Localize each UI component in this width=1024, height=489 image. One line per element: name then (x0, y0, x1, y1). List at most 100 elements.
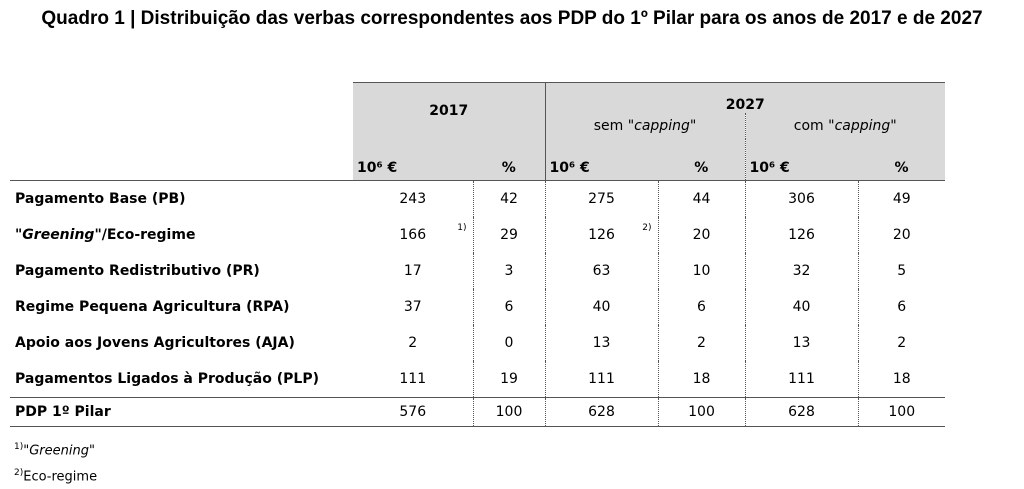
text-part: " (15, 227, 23, 243)
year-header: 2027 (725, 96, 765, 113)
cell-value: 0 (504, 335, 514, 351)
text-part: PDP 1º Pilar (15, 404, 111, 420)
title: Quadro 1 | Distribuição das verbas corre… (41, 8, 983, 29)
text-part: Eco-regime (23, 469, 98, 485)
cell: 3 (472, 253, 545, 289)
cell-value: 126 (588, 227, 615, 243)
cell-value: 6 (897, 299, 907, 315)
unit-label: 10⁶ € (549, 160, 590, 176)
cell-value: 111 (399, 371, 427, 387)
text-part: " (23, 443, 30, 459)
unit-label: % (694, 160, 709, 176)
cell-value: 19 (500, 371, 518, 387)
cell-value: 6 (697, 299, 706, 315)
cell: 100 (472, 397, 545, 427)
cell-value: 29 (500, 227, 518, 243)
row-label: Pagamentos Ligados à Produção (PLP) (10, 361, 353, 398)
row-label: Apoio aos Jovens Agricultores (AJA) (10, 325, 353, 361)
cell-value: 576 (399, 404, 427, 420)
text-part: " (89, 443, 95, 459)
cell-value: 63 (592, 263, 611, 279)
cell: 6 (472, 289, 545, 325)
cell: 5 (857, 253, 945, 289)
cell: 18 (657, 361, 745, 398)
table-row: PDP 1º Pilar 576 100 628 100 628 100 (10, 397, 945, 427)
cell: 306 (744, 180, 858, 217)
cell-value: 628 (588, 404, 615, 420)
cell: 49 (857, 180, 945, 217)
cell-value: 13 (792, 335, 811, 351)
unit-header: 10⁶ € (744, 138, 858, 181)
row-label: PDP 1º Pilar (10, 397, 353, 427)
cell: 44 (657, 180, 745, 217)
cell-value: 5 (897, 263, 907, 279)
cell: 42 (472, 180, 545, 217)
table-row: Pagamento Redistributivo (PR) 17 3 63 10 32 5 (10, 253, 945, 289)
cell-value: 17 (403, 263, 422, 279)
unit-header: 10⁶ € (544, 138, 658, 181)
cell-value: 111 (588, 371, 615, 387)
cell-value: 3 (504, 263, 514, 279)
cell-value: 10 (692, 263, 711, 279)
cell-value: 18 (692, 371, 711, 387)
text-part: sem " (593, 117, 635, 134)
table-row: "Greening"/Eco-regime 166 1) 29 126 2) 20 126 20 (10, 217, 945, 253)
cell-value: 42 (500, 191, 518, 207)
cell: 100 (657, 397, 745, 427)
cell: 20 (657, 217, 745, 253)
cell-value: 6 (504, 299, 514, 315)
cell: 19 (472, 361, 545, 398)
unit-header: % (473, 138, 545, 181)
cell: 10 (657, 253, 745, 289)
unit-header: % (658, 138, 745, 181)
footnotes: 1)"Greening" 2)Eco-regime (14, 436, 97, 489)
cell: 40 (744, 289, 858, 325)
cell-value: 18 (892, 371, 911, 387)
table-row: Pagamentos Ligados à Produção (PLP) 111 19… (10, 361, 945, 398)
cell: 17 (353, 253, 473, 289)
cell-value: 100 (888, 404, 916, 420)
year-header: 2017 (429, 102, 469, 119)
cell: 13 (544, 325, 658, 361)
cell: 628 (744, 397, 858, 427)
cell: 18 (857, 361, 945, 398)
cell-value: 49 (892, 191, 911, 207)
cell-value: 32 (792, 263, 811, 279)
cell: 13 (744, 325, 858, 361)
cell: 111 (353, 361, 473, 398)
text-part: Pagamentos Ligados à Produção (PLP) (15, 371, 319, 387)
cell-value: 13 (592, 335, 611, 351)
unit-header: 10⁶ € (353, 138, 473, 181)
cell-note: 1) (457, 223, 467, 233)
row-label: Pagamento Base (PB) (10, 181, 353, 218)
cell-note: 2) (642, 223, 652, 233)
cell: 166 1) (353, 217, 473, 253)
cell-value: 306 (788, 191, 815, 207)
footnote-mark: 1) (14, 442, 24, 452)
cell-value: 20 (692, 227, 711, 243)
cell: 6 (657, 289, 745, 325)
cell: 628 (544, 397, 658, 427)
text-part: com " (793, 117, 835, 134)
text-part: Greening (29, 443, 89, 459)
cell: 111 (744, 361, 858, 398)
cell: 6 (857, 289, 945, 325)
cell-value: 243 (399, 191, 427, 207)
text-part: Pagamento Redistributivo (PR) (15, 263, 260, 279)
text-part: "/Eco-regime (94, 227, 196, 243)
cell: 32 (744, 253, 858, 289)
cell-value: 2 (897, 335, 907, 351)
table-row: Apoio aos Jovens Agricultores (AJA) 2 0 13 2… (10, 325, 945, 361)
cell: 20 (857, 217, 945, 253)
table-row: Regime Pequena Agricultura (RPA) 37 6 40 6 40… (10, 289, 945, 325)
text-part: capping (834, 117, 891, 134)
unit-label: 10⁶ € (357, 160, 398, 176)
cell: 37 (353, 289, 473, 325)
text-part: Apoio aos Jovens Agricultores (AJA) (15, 335, 295, 351)
cell: 126 (744, 217, 858, 253)
cell: 63 (544, 253, 658, 289)
text-part: Regime Pequena Agricultura (RPA) (15, 299, 290, 315)
cell-value: 275 (588, 191, 615, 207)
unit-label: 10⁶ € (749, 160, 790, 176)
